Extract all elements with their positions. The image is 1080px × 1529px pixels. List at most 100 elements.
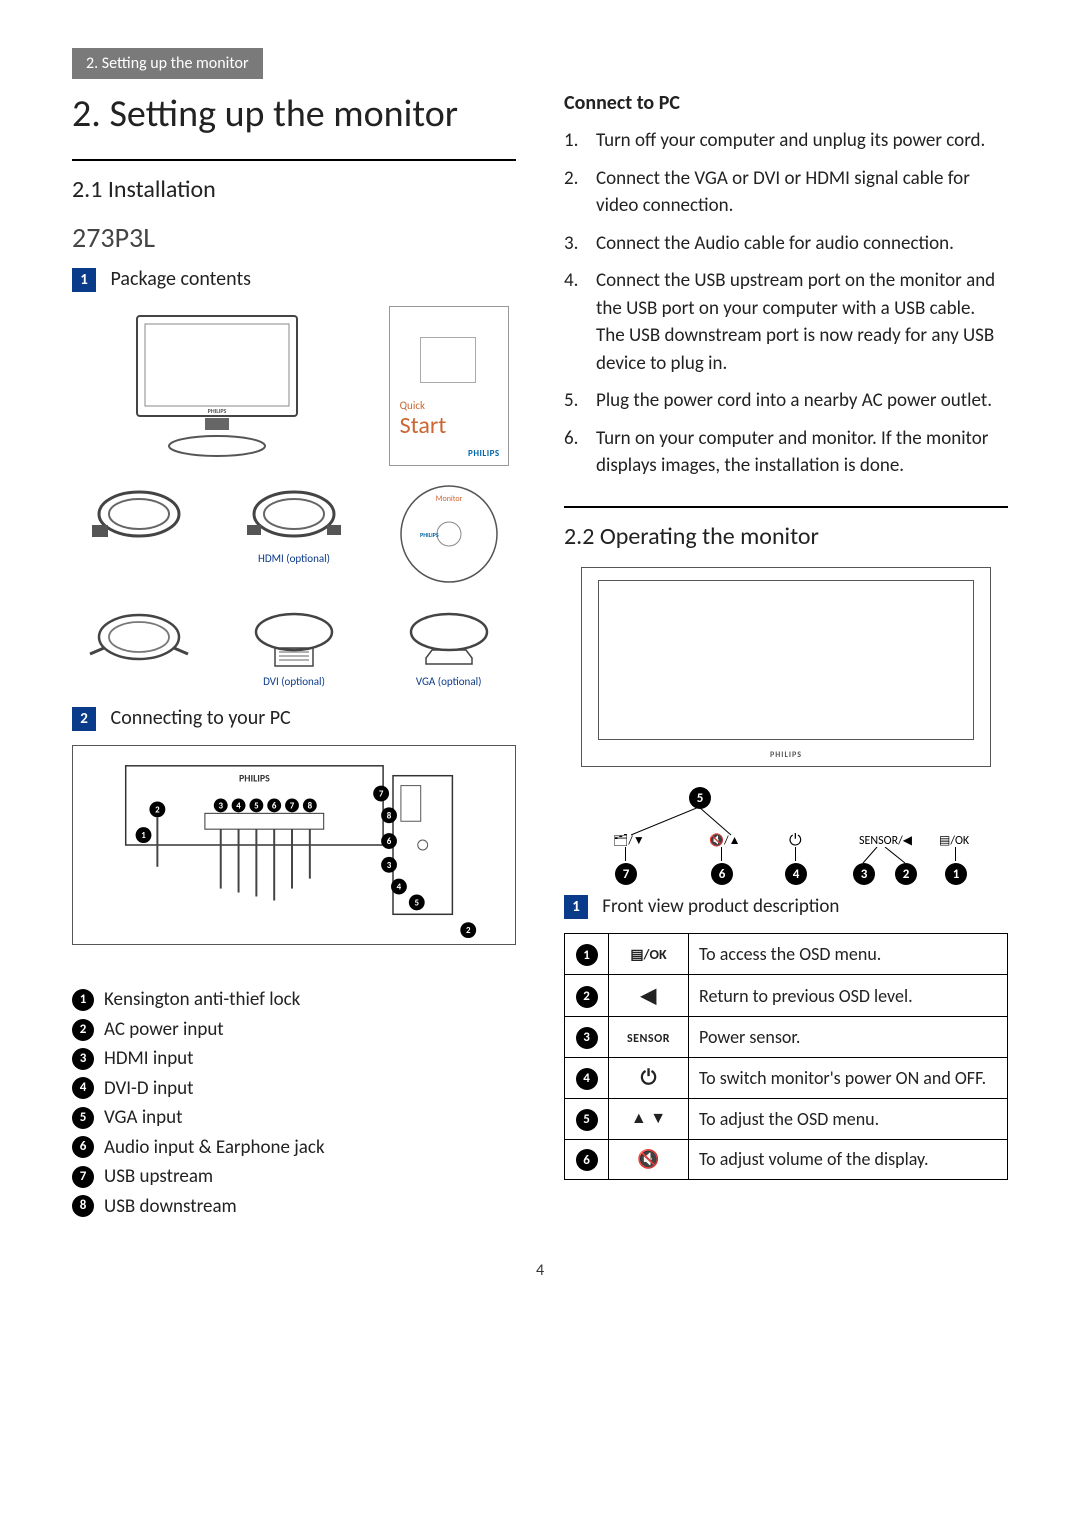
svg-text:8: 8 (387, 812, 392, 822)
svg-text:PHILIPS: PHILIPS (239, 773, 270, 785)
svg-text:2: 2 (155, 806, 160, 816)
table-row: 3 SENSOR Power sensor. (565, 1017, 1008, 1058)
dvi-label: DVI (optional) (227, 675, 362, 688)
port-item: 5VGA input (72, 1103, 516, 1132)
section-installation: 2.1 Installation (72, 175, 516, 204)
table-row: 2 ◀ Return to previous OSD level. (565, 975, 1008, 1017)
right-column: Connect to PC 1.Turn off your computer a… (564, 91, 1008, 1221)
svg-text:5: 5 (415, 899, 420, 909)
pkg-audio-cable (72, 602, 207, 688)
desc-cell: Return to previous OSD level. (689, 975, 1008, 1017)
cable-icon (239, 479, 349, 549)
monitor-icon: PHILIPS (127, 306, 307, 466)
page: 2. Setting up the monitor 2. Setting up … (0, 0, 1080, 1320)
step: 4.Connect the USB upstream port on the m… (564, 267, 1008, 377)
symbol-cell: ⏻ (609, 1057, 689, 1098)
cable-icon (84, 602, 194, 672)
symbol-cell: ◀ (609, 975, 689, 1017)
pkg-vga-cable: VGA (optional) (381, 602, 516, 688)
connecting-label: Connecting to your PC (111, 706, 291, 730)
port-item: 4DVI-D input (72, 1074, 516, 1103)
quickstart-brand: PHILIPS (468, 448, 500, 459)
svg-text:3: 3 (218, 802, 223, 812)
package-contents-label: Package contents (111, 267, 251, 291)
port-list: 1Kensington anti-thief lock 2AC power in… (72, 985, 516, 1221)
numbox-1: 1 (72, 268, 96, 292)
connecting-title: 2 Connecting to your PC (72, 706, 516, 731)
desc-cell: To switch monitor's power ON and OFF. (689, 1057, 1008, 1098)
port-item: 6Audio input & Earphone jack (72, 1133, 516, 1162)
svg-text:7: 7 (290, 802, 295, 812)
svg-text:4: 4 (397, 883, 402, 893)
rule (564, 506, 1008, 508)
front-view-monitor: PHILIPS (581, 567, 991, 767)
port-item: 1Kensington anti-thief lock (72, 985, 516, 1014)
page-title: 2. Setting up the monitor (72, 91, 516, 137)
pkg-disc: Monitor PHILIPS (381, 479, 516, 592)
svg-text:5: 5 (254, 802, 259, 812)
desc-cell: To access the OSD menu. (689, 934, 1008, 975)
port-item: 7USB upstream (72, 1162, 516, 1191)
desc-cell: To adjust the OSD menu. (689, 1098, 1008, 1139)
section-operating: 2.2 Operating the monitor (564, 522, 1008, 551)
svg-text:3: 3 (387, 861, 392, 871)
btn-label-6: 🔇/▲ (709, 833, 740, 848)
desc-cell: Power sensor. (689, 1017, 1008, 1058)
rule (72, 159, 516, 161)
header-tab: 2. Setting up the monitor (72, 48, 263, 79)
step: 3.Connect the Audio cable for audio conn… (564, 230, 1008, 258)
svg-text:Monitor: Monitor (435, 494, 462, 504)
step: 1.Turn off your computer and unplug its … (564, 127, 1008, 155)
svg-text:1: 1 (141, 832, 146, 842)
quickstart-start: Start (400, 411, 447, 440)
svg-text:7: 7 (379, 790, 384, 800)
step: 6.Turn on your computer and monitor. If … (564, 425, 1008, 480)
front-view-title: 1 Front view product description (564, 895, 1008, 919)
numbox-2: 2 (72, 707, 96, 731)
table-row: 1 ▤/OK To access the OSD menu. (565, 934, 1008, 975)
table-row: 5 ▲ ▼ To adjust the OSD menu. (565, 1098, 1008, 1139)
connect-to-pc-title: Connect to PC (564, 91, 1008, 115)
step: 2.Connect the VGA or DVI or HDMI signal … (564, 165, 1008, 220)
vga-label: VGA (optional) (381, 675, 516, 688)
btn-label-1: ▤/OK (939, 833, 969, 848)
svg-text:6: 6 (387, 837, 392, 847)
svg-text:PHILIPS: PHILIPS (420, 531, 439, 539)
pkg-dvi-cable: DVI (optional) (227, 602, 362, 688)
port-item: 8USB downstream (72, 1192, 516, 1221)
table-row: 4 ⏻ To switch monitor's power ON and OFF… (565, 1057, 1008, 1098)
pkg-hdmi-cable: HDMI (optional) (227, 479, 362, 592)
table-row: 6 🔇 To adjust volume of the display. (565, 1139, 1008, 1180)
pkg-quickstart: Quick Start PHILIPS (381, 306, 516, 469)
page-number: 4 (72, 1261, 1008, 1280)
step: 5.Plug the power cord into a nearby AC p… (564, 387, 1008, 415)
package-contents-title: 1 Package contents (72, 267, 516, 292)
pkg-monitor: PHILIPS (72, 306, 361, 469)
symbol-cell: ▲ ▼ (609, 1098, 689, 1139)
port-item: 2AC power input (72, 1015, 516, 1044)
svg-text:8: 8 (308, 802, 313, 812)
package-grid: PHILIPS Quick Start PHILIPS (72, 306, 516, 688)
symbol-cell: ▤/OK (609, 934, 689, 975)
front-view-table: 1 ▤/OK To access the OSD menu. 2 ◀ Retur… (564, 933, 1008, 1180)
disc-icon: Monitor PHILIPS (394, 479, 504, 589)
svg-text:2: 2 (466, 927, 471, 937)
desc-cell: To adjust volume of the display. (689, 1139, 1008, 1180)
svg-text:6: 6 (272, 802, 277, 812)
button-row-diagram: 5 🗂/▼ 🔇/▲ ⏻ SENSOR/◀ ▤/OK 7 6 (581, 787, 991, 877)
symbol-cell: SENSOR (627, 1032, 670, 1046)
monitor-brand: PHILIPS (770, 750, 802, 760)
two-columns: 2. Setting up the monitor 2.1 Installati… (72, 91, 1008, 1221)
svg-text:4: 4 (236, 802, 241, 812)
left-column: 2. Setting up the monitor 2.1 Installati… (72, 91, 516, 1221)
port-item: 3HDMI input (72, 1044, 516, 1073)
steps-list: 1.Turn off your computer and unplug its … (564, 127, 1008, 480)
btn-label-7: 🗂/▼ (613, 833, 645, 848)
numbox-1b: 1 (564, 895, 588, 919)
svg-text:PHILIPS: PHILIPS (207, 407, 226, 415)
cable-icon (394, 602, 504, 672)
pkg-power-cable (72, 479, 207, 592)
cable-icon (239, 602, 349, 672)
connection-diagram: PHILIPS 2 1 3 4 5 6 7 8 (72, 745, 516, 945)
front-view-label: Front view product description (602, 895, 839, 918)
